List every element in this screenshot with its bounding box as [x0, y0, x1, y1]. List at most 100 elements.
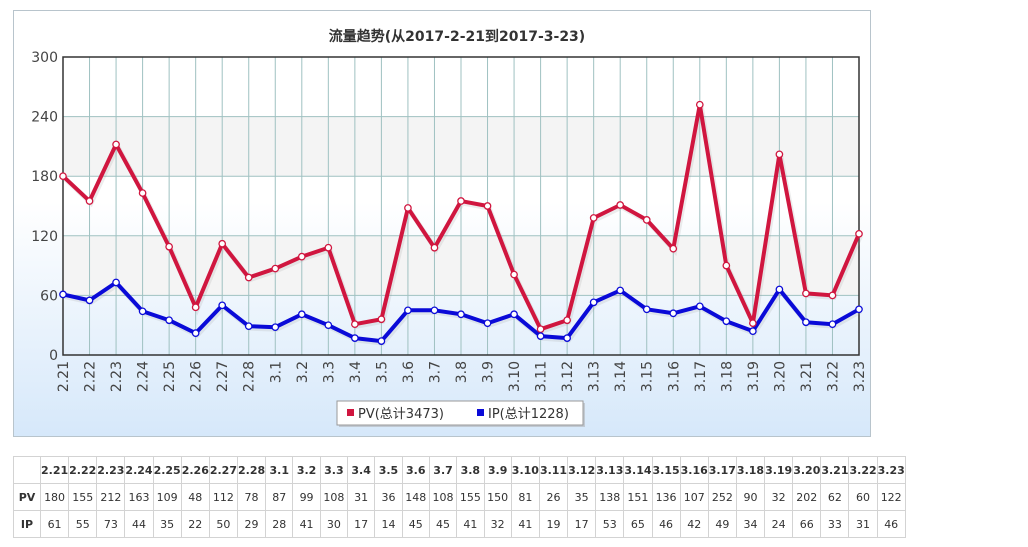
data-point[interactable] — [271, 323, 280, 332]
table-cell: 62 — [820, 483, 850, 511]
table-column-header: 3.1 — [265, 456, 294, 484]
data-point[interactable] — [669, 309, 678, 318]
data-point[interactable] — [404, 306, 412, 315]
data-point[interactable] — [457, 310, 465, 319]
table-column-header: 3.22 — [848, 456, 878, 484]
y-tick-label: 240 — [31, 110, 58, 126]
table-column-header: 3.4 — [347, 456, 376, 484]
x-tick-label: 2.28 — [242, 361, 258, 392]
data-point[interactable] — [749, 327, 757, 336]
data-point[interactable] — [483, 319, 492, 328]
x-tick-label: 3.19 — [746, 361, 762, 392]
data-point[interactable] — [828, 291, 837, 300]
data-point[interactable] — [377, 337, 386, 345]
data-point[interactable] — [244, 273, 253, 282]
data-point[interactable] — [59, 172, 67, 181]
data-point[interactable] — [563, 334, 571, 342]
table-cell: 148 — [401, 483, 430, 511]
table-cell: 34 — [735, 510, 766, 538]
data-point[interactable] — [430, 306, 439, 315]
data-point[interactable] — [430, 243, 439, 252]
table-column-header: 2.22 — [68, 456, 98, 484]
data-point[interactable] — [722, 261, 731, 270]
data-point[interactable] — [642, 216, 651, 224]
table-row: PV 180 155 212 163 109 48 112 78 87 99 108 31 36 148 10… — [13, 483, 906, 511]
data-point[interactable] — [749, 319, 757, 328]
data-point[interactable] — [165, 242, 173, 251]
data-point[interactable] — [297, 310, 306, 319]
x-tick-label: 2.27 — [215, 361, 231, 392]
x-tick-label: 3.5 — [374, 361, 390, 383]
data-point[interactable] — [802, 289, 810, 298]
data-point[interactable] — [112, 278, 120, 287]
data-point[interactable] — [775, 285, 784, 294]
data-point[interactable] — [669, 244, 678, 253]
table-row: IP 61 55 73 44 35 22 50 29 28 41 30 17 14 45 45 41 32 41 19… — [13, 510, 906, 538]
data-point[interactable] — [510, 270, 518, 279]
table-cell: 66 — [792, 510, 822, 538]
data-point[interactable] — [589, 214, 598, 222]
chart-title: 流量趋势(从2017-2-21到2017-3-23) — [329, 28, 585, 45]
table-cell: 50 — [208, 510, 238, 538]
data-point[interactable] — [85, 296, 94, 305]
table-cell: 35 — [567, 483, 597, 511]
table-column-header: 3.21 — [820, 456, 850, 484]
data-point[interactable] — [695, 302, 704, 311]
table-cell: 150 — [483, 483, 512, 511]
data-point[interactable] — [536, 325, 545, 334]
data-point[interactable] — [589, 298, 598, 307]
data-point[interactable] — [191, 329, 200, 337]
data-point[interactable] — [244, 322, 253, 331]
data-point[interactable] — [616, 201, 625, 209]
table-column-header: 3.8 — [456, 456, 485, 484]
table-cell: 109 — [152, 483, 182, 511]
data-point[interactable] — [563, 316, 571, 325]
table-cell: 108 — [428, 483, 458, 511]
data-point[interactable] — [218, 301, 227, 310]
table-cell: 17 — [567, 510, 597, 538]
data-point[interactable] — [616, 286, 625, 295]
data-point[interactable] — [457, 197, 465, 205]
legend-label[interactable]: PV(总计3473) — [358, 407, 444, 422]
data-point[interactable] — [271, 264, 280, 273]
table-column-header: 2.24 — [124, 456, 154, 484]
table-column-header: 3.12 — [567, 456, 597, 484]
table-cell: 90 — [735, 483, 766, 511]
data-point[interactable] — [722, 317, 731, 326]
x-tick-label: 3.6 — [401, 361, 417, 383]
data-point[interactable] — [297, 252, 306, 261]
data-point[interactable] — [695, 100, 704, 109]
data-point[interactable] — [112, 140, 120, 149]
data-point[interactable] — [59, 290, 67, 299]
x-tick-label: 3.14 — [613, 361, 629, 392]
data-point[interactable] — [324, 243, 333, 252]
x-tick-label: 3.22 — [825, 361, 841, 392]
table-cell: 61 — [39, 510, 70, 538]
data-point[interactable] — [138, 307, 147, 316]
table-column-header: 3.18 — [735, 456, 766, 484]
data-point[interactable] — [351, 334, 359, 342]
table-cell: 49 — [707, 510, 737, 538]
legend-label[interactable]: IP(总计1228) — [488, 407, 569, 422]
data-point[interactable] — [377, 315, 386, 324]
data-table: 2.21 2.22 2.23 2.24 2.25 2.26 2.27 2.28 3.1 3.2 3.… — [13, 456, 906, 538]
data-point[interactable] — [483, 202, 492, 210]
data-point[interactable] — [191, 303, 200, 312]
data-point[interactable] — [775, 150, 784, 159]
data-point[interactable] — [351, 320, 359, 329]
data-point[interactable] — [828, 320, 837, 329]
data-point[interactable] — [855, 305, 863, 314]
data-point[interactable] — [218, 239, 227, 248]
data-point[interactable] — [802, 318, 810, 327]
data-point[interactable] — [165, 316, 173, 325]
data-point[interactable] — [85, 197, 94, 205]
data-point[interactable] — [642, 305, 651, 314]
data-point[interactable] — [138, 189, 147, 197]
data-point[interactable] — [324, 321, 333, 330]
data-point[interactable] — [404, 204, 412, 212]
data-point[interactable] — [855, 229, 863, 238]
data-point[interactable] — [510, 310, 518, 319]
legend: PV(总计3473) IP(总计1228) — [336, 400, 585, 427]
data-point[interactable] — [536, 332, 545, 340]
table-cell: 60 — [848, 483, 878, 511]
